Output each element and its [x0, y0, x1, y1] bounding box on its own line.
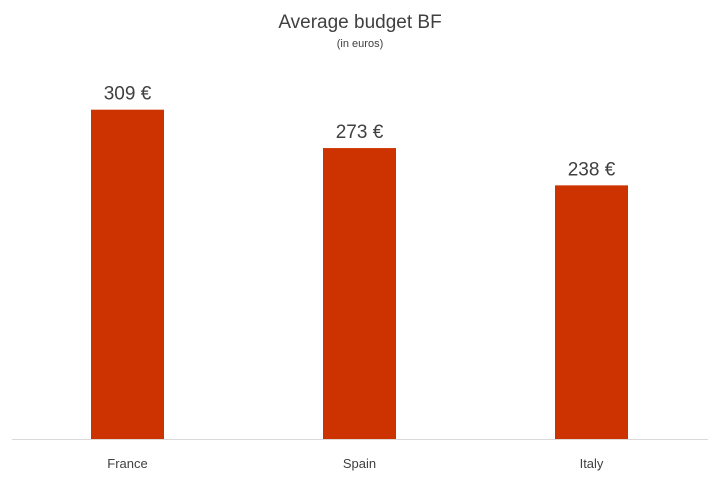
- bar-italy: [555, 185, 628, 439]
- data-label: 273 €: [336, 122, 384, 143]
- x-tick-label: France: [107, 456, 147, 471]
- bar-france: [91, 109, 164, 440]
- x-tick-label: Spain: [343, 456, 376, 471]
- bar-spain: [323, 148, 396, 439]
- x-tick-label: Italy: [580, 456, 604, 471]
- data-label: 309 €: [104, 84, 152, 105]
- chart-title: Average budget BF: [278, 12, 442, 33]
- chart-subtitle: (in euros): [336, 38, 384, 50]
- data-label: 238 €: [568, 159, 616, 180]
